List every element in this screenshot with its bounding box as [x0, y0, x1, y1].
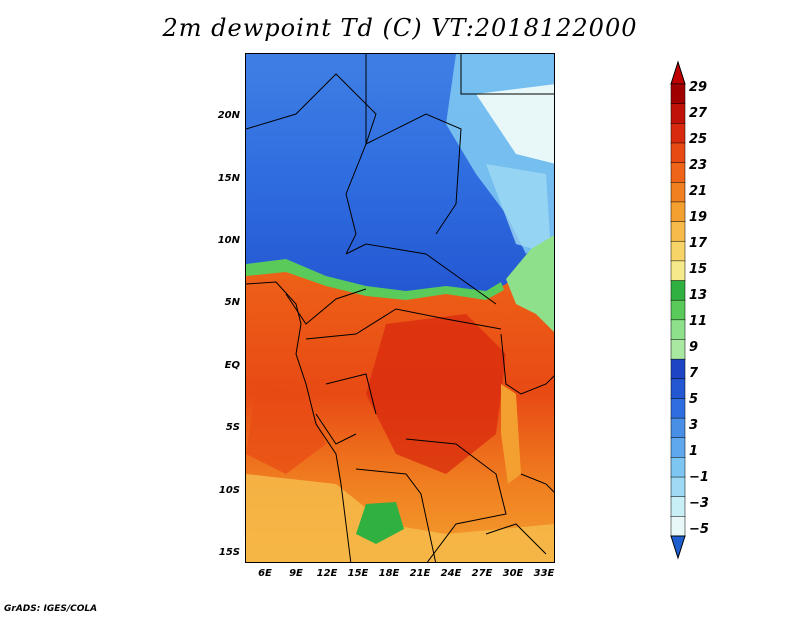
- y-tick-label: 15S: [218, 547, 240, 558]
- colorbar-label: −3: [689, 496, 709, 511]
- colorbar-swatch: [670, 516, 686, 537]
- y-tick-label: 10S: [218, 485, 240, 496]
- colorbar-swatch: [670, 142, 686, 164]
- colorbar-label: 7: [689, 366, 699, 381]
- colorbar-label: 11: [689, 314, 708, 329]
- south-yellow-region: [246, 474, 554, 562]
- transition-band: [246, 259, 504, 300]
- west-red-region: [246, 384, 326, 474]
- credit-text: GrADS: IGES/COLA: [4, 604, 98, 614]
- colorbar-label: 13: [689, 288, 708, 303]
- colorbar-swatch: [670, 103, 686, 125]
- east-green-region: [506, 235, 554, 332]
- y-tick-label: EQ: [224, 360, 240, 371]
- colorbar-swatch: [670, 398, 686, 419]
- colorbar-label: 5: [689, 392, 699, 407]
- northeast-lightest-region: [476, 84, 554, 164]
- colorbar-over-arrow: [670, 60, 686, 85]
- y-tick-label: 5N: [224, 297, 240, 308]
- colorbar-label: 9: [689, 340, 699, 355]
- northeast-light-region: [486, 164, 551, 254]
- y-tick-label: 5S: [225, 422, 240, 433]
- x-tick-label: 24E: [440, 568, 462, 579]
- colorbar-swatch: [670, 417, 686, 439]
- red-core-region: [366, 314, 506, 474]
- x-tick-label: 27E: [471, 568, 493, 579]
- colorbar-label: 27: [689, 106, 708, 121]
- y-tick-label: 10N: [217, 235, 240, 246]
- colorbar-label: 19: [689, 210, 708, 225]
- colorbar-swatch: [670, 339, 686, 360]
- country-borders: [246, 54, 554, 562]
- colorbar-label: 17: [689, 236, 708, 251]
- colorbar-swatch: [670, 280, 686, 301]
- x-tick-label: 6E: [258, 568, 272, 579]
- colorbar-swatch: [670, 260, 686, 282]
- x-tick-label: 12E: [316, 568, 338, 579]
- colorbar-swatch: [670, 83, 686, 105]
- x-tick-label: 15E: [347, 568, 369, 579]
- southern-green-patch: [356, 502, 404, 544]
- x-tick-label: 30E: [502, 568, 524, 579]
- colorbar-swatch: [670, 437, 686, 459]
- east-highland-region: [501, 384, 521, 484]
- colorbar-label: 23: [689, 158, 708, 173]
- colorbar-swatch: [670, 476, 686, 498]
- colorbar-swatch: [670, 299, 686, 321]
- map-title: 2m dewpoint Td (C) VT:2018122000: [162, 14, 638, 42]
- colorbar-swatch: [670, 496, 686, 518]
- colorbar-label: 15: [689, 262, 708, 277]
- colorbar-label: 3: [689, 418, 699, 433]
- colorbar-swatch: [670, 201, 686, 223]
- x-tick-label: 21E: [409, 568, 431, 579]
- colorbar-label: −1: [689, 470, 709, 485]
- colorbar-swatch: [670, 358, 686, 380]
- coastline: [246, 281, 352, 562]
- x-tick-label: 33E: [533, 568, 555, 579]
- x-tick-label: 18E: [378, 568, 400, 579]
- colorbar-label: 1: [689, 444, 699, 459]
- colorbar-swatch: [670, 182, 686, 203]
- colorbar-swatch: [670, 457, 686, 478]
- colorbar-swatch: [670, 378, 686, 400]
- colorbar-swatch: [670, 123, 686, 144]
- colorbar-label: 21: [689, 184, 708, 199]
- colorbar-label: 25: [689, 132, 708, 147]
- y-tick-label: 15N: [217, 173, 240, 184]
- colorbar-label: −5: [689, 522, 709, 537]
- dewpoint-map: [245, 53, 555, 563]
- colorbar-swatch: [670, 221, 686, 242]
- x-tick-label: 9E: [289, 568, 303, 579]
- colorbar-swatch: [670, 162, 686, 184]
- map-svg: [246, 54, 554, 562]
- colorbar: [670, 60, 686, 560]
- colorbar-swatch: [670, 319, 686, 341]
- colorbar-swatch: [670, 240, 686, 262]
- colorbar-label: 29: [689, 80, 708, 95]
- y-tick-label: 20N: [217, 110, 240, 121]
- colorbar-under-arrow: [670, 535, 686, 560]
